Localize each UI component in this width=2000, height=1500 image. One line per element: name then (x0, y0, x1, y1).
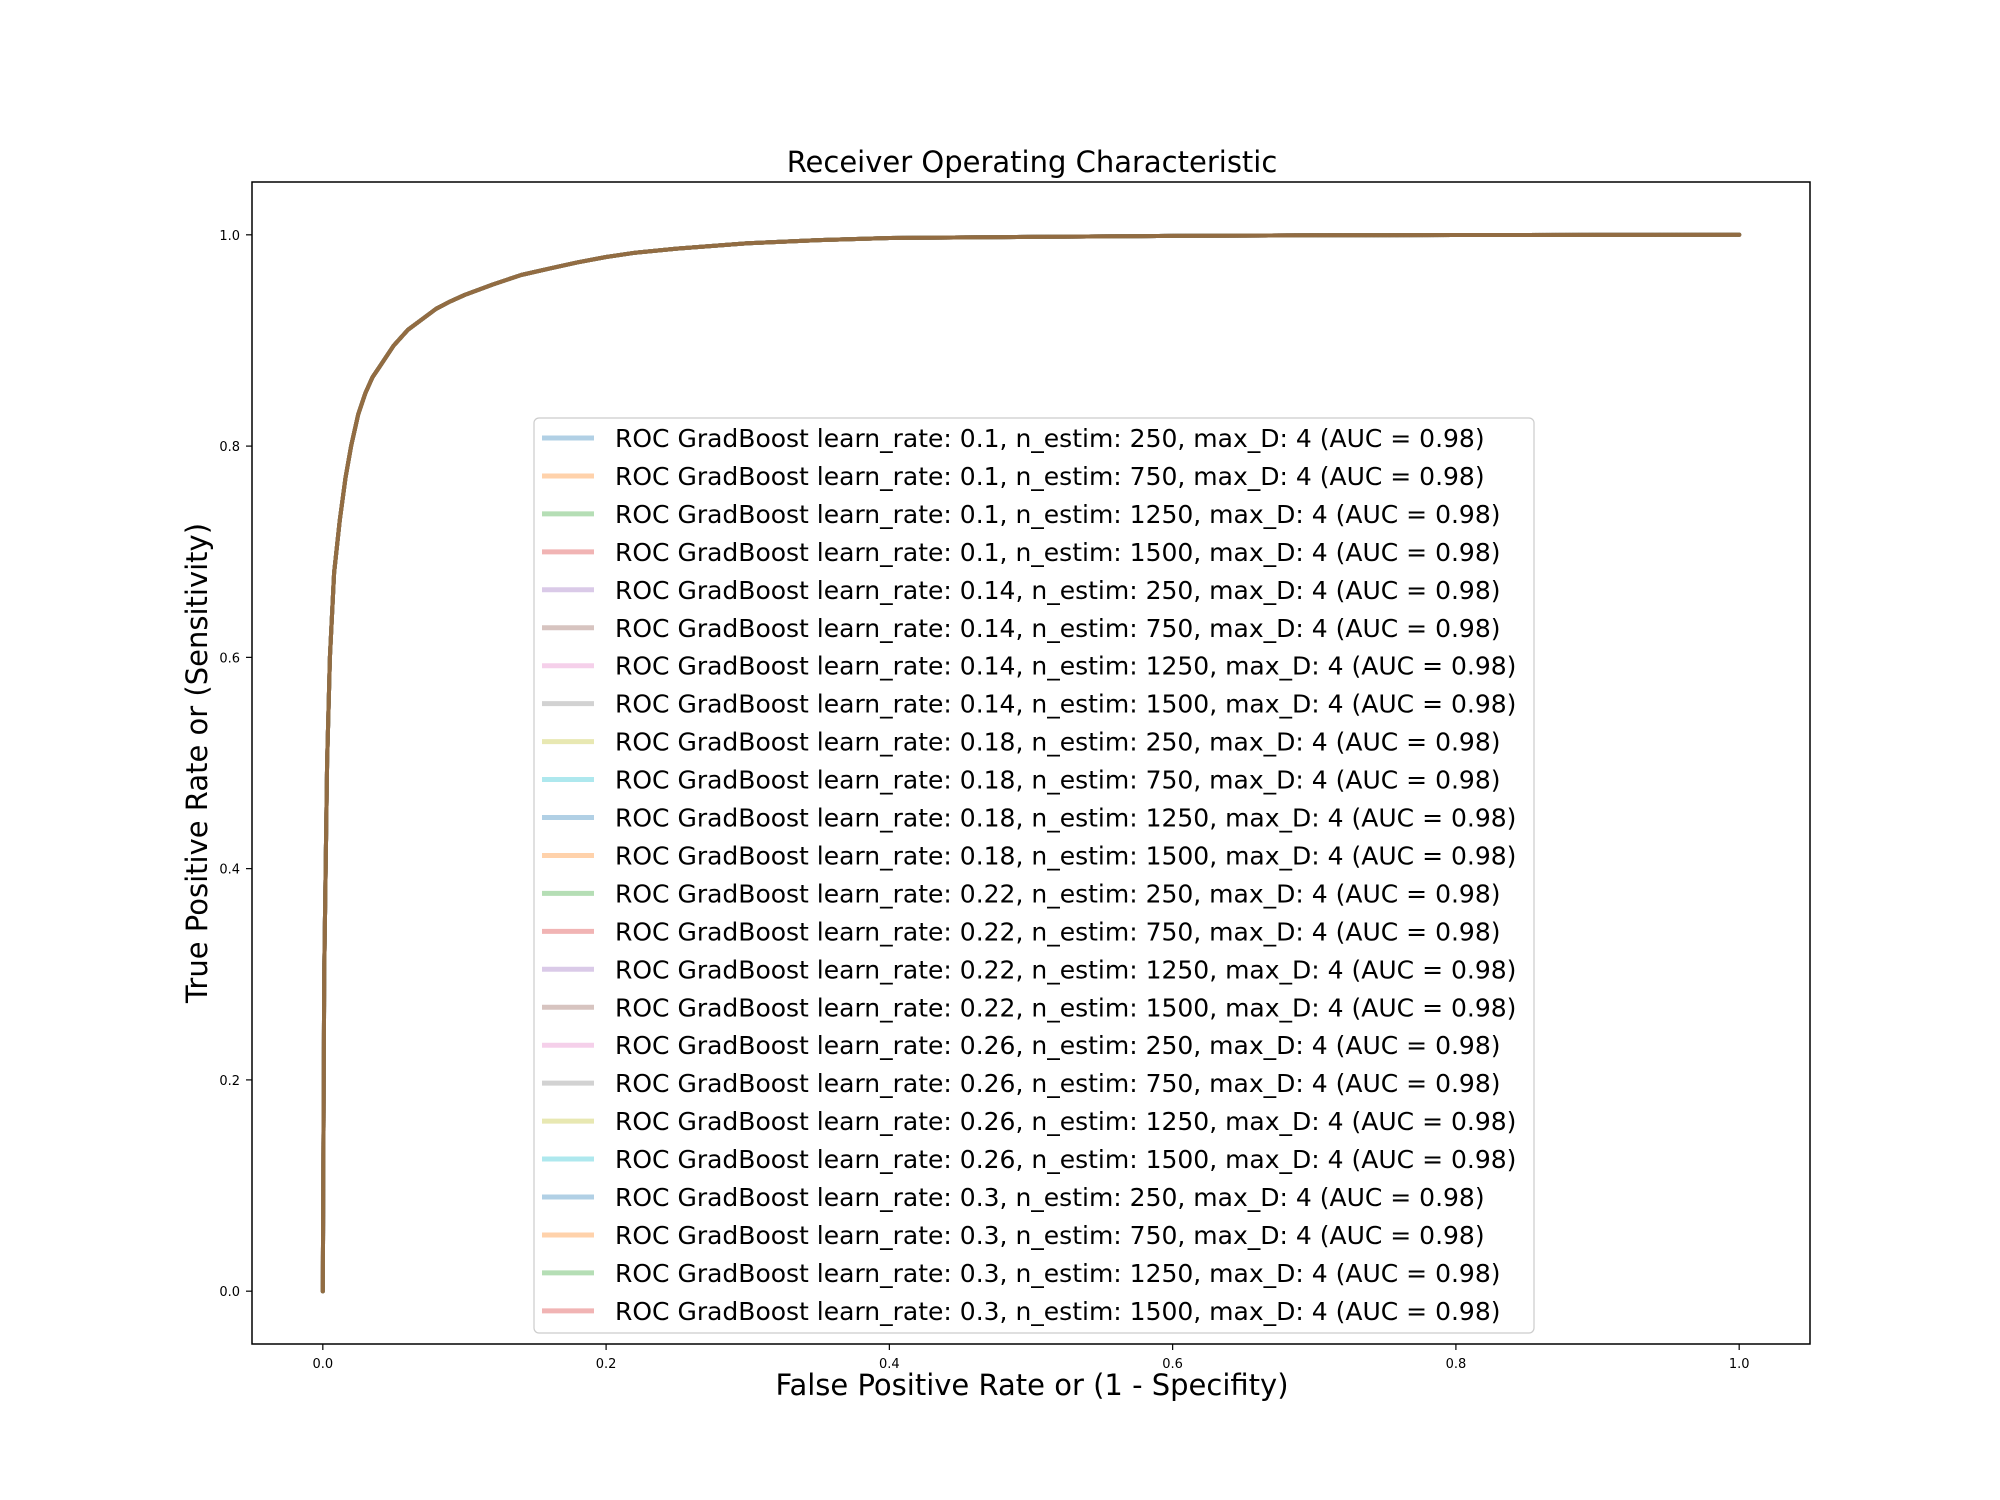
legend-label: ROC GradBoost learn_rate: 0.14, n_estim:… (615, 614, 1501, 643)
roc-curve-line (320, 232, 1742, 1294)
legend: ROC GradBoost learn_rate: 0.1, n_estim: … (533, 417, 1535, 1334)
roc-curve-line (320, 232, 1742, 1294)
roc-curve-line (320, 232, 1742, 1294)
legend-label: ROC GradBoost learn_rate: 0.3, n_estim: … (615, 1183, 1485, 1212)
roc-curve-line (320, 232, 1742, 1294)
legend-label: ROC GradBoost learn_rate: 0.26, n_estim:… (615, 1069, 1501, 1098)
roc-curves (320, 232, 1742, 1294)
plot-frame (251, 181, 1811, 1345)
x-tick-label: 1.0 (1729, 1357, 1750, 1372)
legend-label: ROC GradBoost learn_rate: 0.1, n_estim: … (615, 424, 1485, 453)
roc-curve-line (320, 232, 1742, 1294)
x-tick-label: 0.6 (1162, 1357, 1183, 1372)
roc-curve-line (320, 232, 1742, 1294)
legend-label: ROC GradBoost learn_rate: 0.3, n_estim: … (615, 1259, 1501, 1288)
roc-curve-line (320, 232, 1742, 1294)
legend-label: ROC GradBoost learn_rate: 0.14, n_estim:… (615, 690, 1516, 719)
y-tick-label: 1.0 (219, 229, 240, 244)
legend-box (533, 417, 1535, 1334)
legend-label: ROC GradBoost learn_rate: 0.22, n_estim:… (615, 879, 1501, 908)
roc-curve-line (320, 232, 1742, 1294)
roc-curve-line (320, 232, 1742, 1294)
roc-curve-line (320, 232, 1742, 1294)
y-tick-label: 0.4 (219, 863, 240, 878)
roc-curve-line (320, 232, 1742, 1294)
roc-curve-line (320, 232, 1742, 1294)
legend-label: ROC GradBoost learn_rate: 0.3, n_estim: … (615, 1297, 1501, 1326)
x-tick-label: 0.2 (596, 1357, 617, 1372)
roc-curve-line (320, 232, 1742, 1294)
x-tick-label: 0.8 (1446, 1357, 1467, 1372)
roc-curve-line (320, 232, 1742, 1294)
y-tick-label: 0.6 (219, 651, 240, 666)
x-axis-label: False Positive Rate or (1 - Specifity) (775, 1368, 1288, 1402)
roc-curve-line (320, 232, 1742, 1294)
roc-curve-line (320, 232, 1742, 1294)
legend-label: ROC GradBoost learn_rate: 0.18, n_estim:… (615, 728, 1501, 757)
legend-label: ROC GradBoost learn_rate: 0.14, n_estim:… (615, 652, 1516, 681)
legend-label: ROC GradBoost learn_rate: 0.22, n_estim:… (615, 955, 1516, 984)
x-tick-label: 0.0 (312, 1357, 333, 1372)
legend-label: ROC GradBoost learn_rate: 0.22, n_estim:… (615, 917, 1501, 946)
legend-label: ROC GradBoost learn_rate: 0.1, n_estim: … (615, 500, 1501, 529)
legend-label: ROC GradBoost learn_rate: 0.1, n_estim: … (615, 462, 1485, 491)
legend-label: ROC GradBoost learn_rate: 0.1, n_estim: … (615, 538, 1501, 567)
roc-curve-line (320, 232, 1742, 1294)
roc-curve-line (320, 232, 1742, 1294)
legend-label: ROC GradBoost learn_rate: 0.18, n_estim:… (615, 841, 1516, 870)
legend-label: ROC GradBoost learn_rate: 0.22, n_estim:… (615, 993, 1516, 1022)
legend-label: ROC GradBoost learn_rate: 0.26, n_estim:… (615, 1031, 1501, 1060)
legend-label: ROC GradBoost learn_rate: 0.26, n_estim:… (615, 1145, 1516, 1174)
y-tick-label: 0.8 (219, 440, 240, 455)
y-axis-ticks: 0.0 0.2 0.4 0.6 0.8 1.0 (219, 229, 252, 1300)
roc-curve-line (320, 232, 1742, 1294)
legend-label: ROC GradBoost learn_rate: 0.14, n_estim:… (615, 576, 1501, 605)
y-axis-label: True Positive Rate or (Sensitivity) (180, 523, 214, 1004)
roc-curve-line (320, 232, 1742, 1294)
roc-curve-line (320, 232, 1742, 1294)
roc-curve-line (320, 232, 1742, 1294)
roc-curve-line (320, 232, 1742, 1294)
legend-label: ROC GradBoost learn_rate: 0.18, n_estim:… (615, 804, 1516, 833)
x-axis-ticks: 0.0 0.2 0.4 0.6 0.8 1.0 (312, 1344, 1750, 1372)
roc-curve-line (320, 232, 1742, 1294)
y-tick-label: 0.2 (219, 1074, 240, 1089)
x-tick-label: 0.4 (879, 1357, 900, 1372)
legend-label: ROC GradBoost learn_rate: 0.3, n_estim: … (615, 1221, 1485, 1250)
legend-label: ROC GradBoost learn_rate: 0.26, n_estim:… (615, 1107, 1516, 1136)
legend-label: ROC GradBoost learn_rate: 0.18, n_estim:… (615, 766, 1501, 795)
chart-title: Receiver Operating Characteristic (787, 145, 1278, 179)
y-tick-label: 0.0 (219, 1285, 240, 1300)
